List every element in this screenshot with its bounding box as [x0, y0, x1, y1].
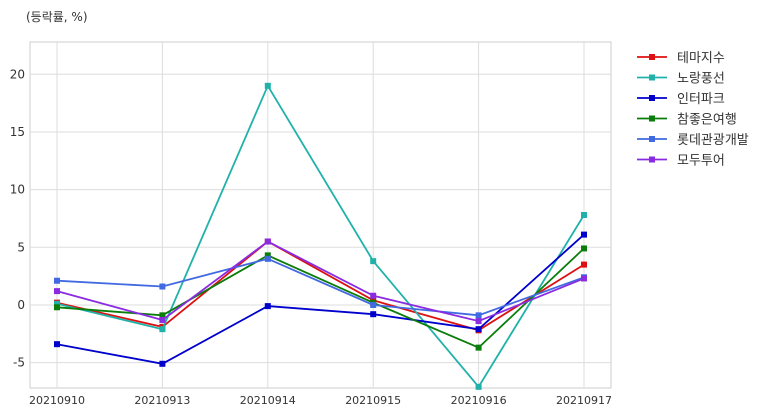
series-point-6: [264, 238, 271, 245]
legend-marker: [649, 115, 655, 122]
series-point-5: [54, 277, 60, 284]
series-point-3: [159, 360, 166, 367]
legend-label: 롯데관광개발: [677, 133, 749, 148]
series-point-4: [159, 312, 166, 319]
y-tick-label: 10: [10, 183, 25, 197]
series-point-2: [370, 258, 377, 265]
legend-marker: [649, 95, 655, 101]
legend-marker: [649, 54, 655, 60]
series-point-2: [581, 212, 587, 218]
x-tick-label: 20210916: [451, 394, 507, 407]
series-point-6: [581, 275, 587, 282]
series-point-5: [370, 301, 377, 308]
x-tick-label: 20210915: [345, 394, 401, 407]
series-line-1: [56, 240, 585, 332]
y-tick-label: 20: [10, 67, 25, 81]
y-tick-label: -5: [13, 356, 25, 370]
series-point-5: [159, 283, 166, 290]
series-line-6: [56, 240, 585, 323]
series-line-5: [56, 257, 585, 317]
series-point-2: [264, 82, 271, 89]
series-point-6: [475, 318, 482, 325]
series-point-2: [54, 300, 60, 307]
legend-marker: [649, 156, 655, 163]
legend-label: 모두투어: [677, 154, 725, 169]
legend-label: 노랑풍선: [677, 72, 725, 87]
series-point-4: [54, 304, 60, 311]
series-point-6: [159, 316, 166, 323]
y-tick-label: 0: [17, 298, 25, 312]
x-tick-label: 20210913: [134, 394, 190, 407]
plot-frame: [29, 41, 612, 389]
series-point-4: [475, 344, 482, 351]
series-point-2: [159, 326, 166, 333]
legend-label: 참좋은여행: [677, 112, 737, 128]
legend-marker: [649, 74, 655, 81]
series-point-3: [581, 231, 587, 238]
series-line-2: [56, 83, 585, 388]
y-tick-label: 15: [10, 125, 25, 139]
series-point-1: [581, 261, 587, 268]
series-point-3: [370, 311, 377, 318]
series-point-6: [54, 288, 60, 295]
x-tick-label: 20210914: [240, 394, 296, 407]
series-point-3: [54, 341, 60, 348]
series-line-4: [56, 247, 585, 349]
x-tick-label: 20210917: [556, 394, 612, 407]
unit-label: (등락률, %): [26, 10, 88, 24]
legend-label: 테마지수: [677, 51, 725, 66]
series-point-3: [264, 303, 271, 310]
y-tick-label: 5: [17, 240, 25, 254]
series-point-5: [264, 255, 271, 262]
series-point-4: [264, 252, 271, 259]
series-point-4: [581, 245, 587, 252]
series-point-6: [370, 292, 377, 299]
series-point-3: [475, 326, 482, 333]
series-point-2: [475, 383, 482, 390]
series-point-5: [475, 312, 482, 319]
x-tick-label: 20210910: [29, 394, 85, 407]
legend-label: 인터파크: [677, 92, 725, 107]
legend-marker: [649, 136, 655, 142]
